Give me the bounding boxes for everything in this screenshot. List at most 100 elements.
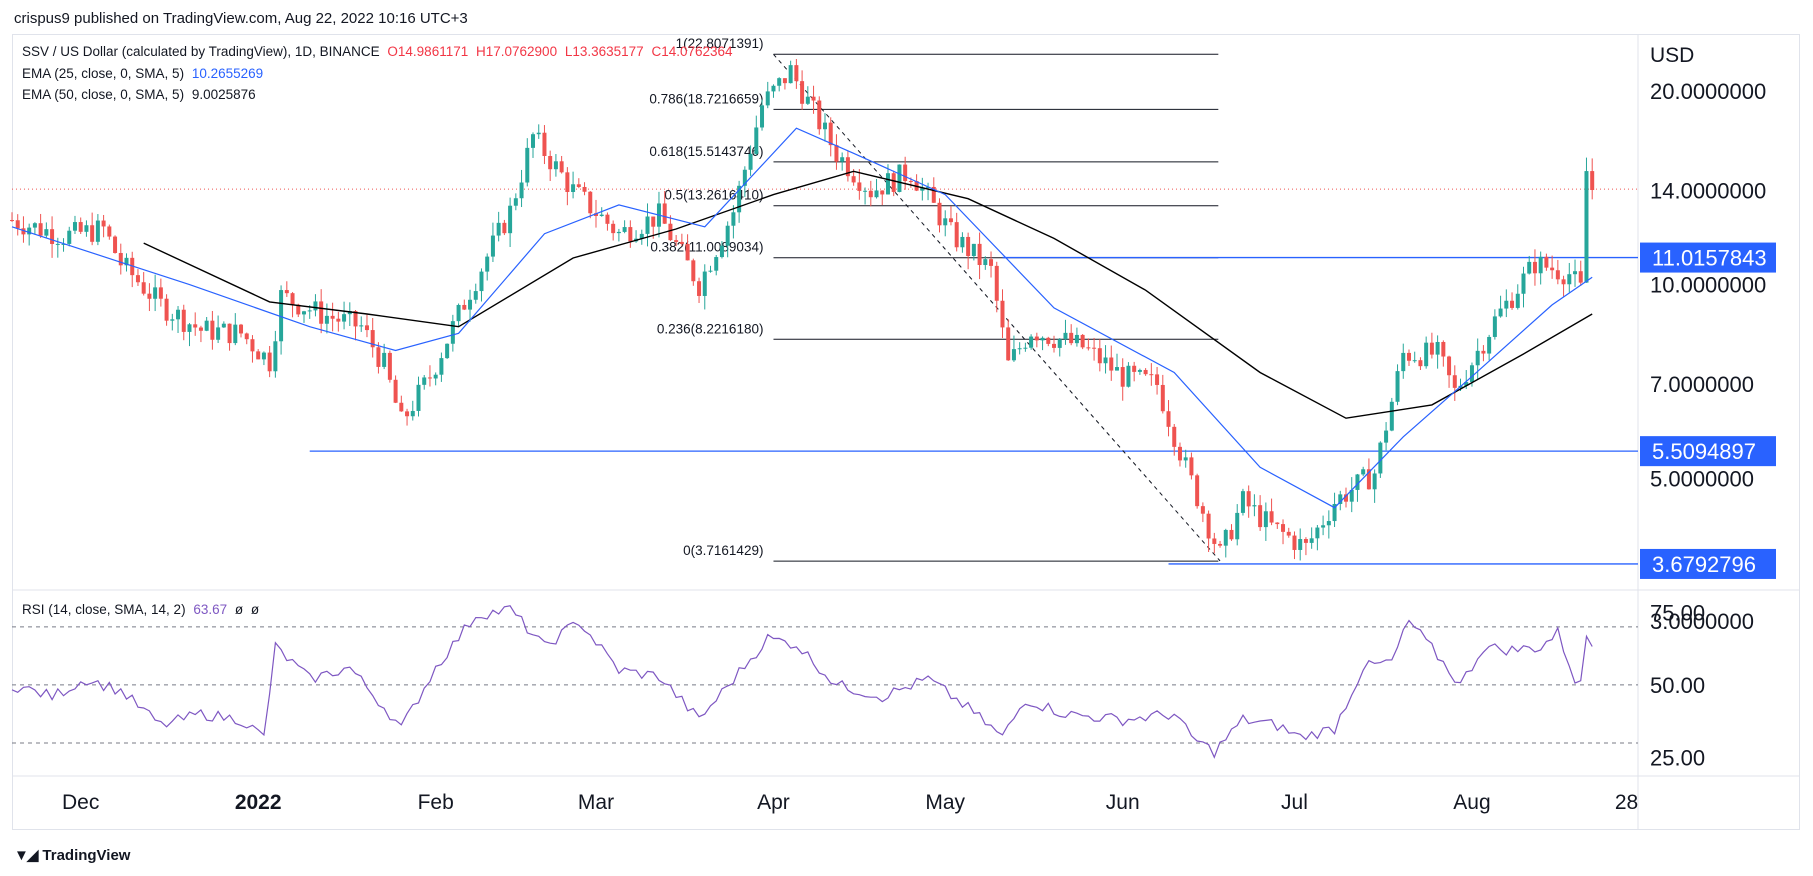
candle-body (748, 153, 753, 170)
candle-body (1447, 356, 1452, 376)
candle-body (1286, 531, 1291, 536)
candle-body (1498, 308, 1503, 317)
candle-body (565, 172, 570, 193)
candle-body (1086, 347, 1091, 349)
candle-body (1555, 270, 1560, 280)
candle-body (1384, 430, 1389, 443)
candle-body (204, 320, 209, 331)
candle-body (124, 257, 129, 266)
time-axis-label: Jul (1281, 791, 1308, 814)
candle-body (364, 325, 369, 331)
candle-body (55, 243, 60, 245)
candle-body (1584, 171, 1589, 283)
fib-level-label: 0(3.7161429) (683, 543, 763, 558)
hline-price-tag: 5.5094897 (1640, 436, 1776, 467)
candle-body (880, 190, 885, 195)
legend-ema50-row: EMA (50, close, 0, SMA, 5) 9.0025876 (22, 87, 256, 102)
candle-body (1189, 457, 1194, 476)
rsi-axis-label: 25.00 (1650, 745, 1705, 770)
candle-body (811, 96, 816, 101)
candle-body (15, 220, 20, 229)
candle-body (118, 252, 123, 266)
tradingview-logo[interactable]: ▼◢ TradingView (14, 846, 131, 865)
legend-ema50-label: EMA (50, close, 0, SMA, 5) (22, 87, 185, 102)
candle-body (78, 222, 83, 232)
candle-body (937, 202, 942, 226)
candle-body (347, 311, 352, 315)
candle-body (697, 281, 702, 296)
tradingview-logo-text: TradingView (42, 846, 131, 864)
candle-body (399, 402, 404, 412)
candle-body (1532, 261, 1537, 274)
hline-price-tag-bg (1640, 548, 1776, 579)
candle-body (931, 186, 936, 203)
candle-body (616, 231, 621, 234)
candle-body (1567, 274, 1572, 285)
candle-body (387, 352, 392, 380)
candle-body (834, 145, 839, 162)
candle-body (1046, 337, 1051, 344)
candle-body (1177, 446, 1182, 461)
candle-body (525, 147, 530, 183)
candle-body (187, 324, 192, 332)
candle-body (107, 226, 112, 237)
candle-body (342, 314, 347, 322)
candle-body (1195, 475, 1200, 507)
fib-level-label: 0.382(11.0089034) (650, 240, 763, 255)
candle-body (95, 220, 100, 242)
candle-body (1023, 347, 1028, 349)
candle-body (1281, 524, 1286, 532)
candle-body (376, 347, 381, 367)
candle-body (1469, 365, 1474, 382)
candle-body (1097, 348, 1102, 364)
candle-body (181, 309, 186, 332)
legend-symbol-row: SSV / US Dollar (calculated by TradingVi… (22, 44, 733, 59)
hline-price-tag: 11.0157843 (1640, 242, 1776, 273)
candle-body (628, 227, 633, 242)
candle-body (708, 270, 713, 272)
candle-body (496, 222, 501, 236)
candle-body (731, 212, 736, 226)
legend-rsi-label: RSI (14, close, SMA, 14, 2) (22, 602, 186, 617)
candle-body (559, 161, 564, 173)
candle-body (788, 65, 793, 84)
legend-rsi-row: RSI (14, close, SMA, 14, 2) 63.67 ø ø (22, 602, 259, 617)
candle-body (977, 243, 982, 266)
candle-body (1252, 505, 1257, 507)
candle-body (891, 173, 896, 192)
chart-frame (12, 34, 1800, 830)
candle-body (1418, 360, 1423, 367)
candle-body (456, 304, 461, 322)
candle-body (588, 191, 593, 214)
candle-body (1275, 522, 1280, 525)
candle-body (897, 164, 902, 192)
candle-body (1378, 442, 1383, 474)
candle-body (857, 182, 862, 191)
candle-body (1590, 171, 1595, 191)
candle-body (1389, 401, 1394, 431)
candle-body (765, 91, 770, 106)
candle-body (1149, 374, 1154, 376)
time-axis-label: Aug (1453, 791, 1490, 814)
candle-body (691, 260, 696, 282)
candle-body (90, 225, 95, 242)
candle-body (760, 105, 765, 128)
candle-body (868, 190, 873, 198)
hline-price-tag-bg (1640, 436, 1776, 467)
candle-body (1578, 271, 1583, 283)
candle-body (1492, 316, 1497, 337)
candle-body (1292, 535, 1297, 550)
candle-body (38, 223, 43, 236)
candle-body (1487, 336, 1492, 354)
candle-body (1240, 491, 1245, 513)
candle-body (267, 352, 272, 372)
candle-body (410, 410, 415, 417)
candle-body (490, 235, 495, 257)
candle-body (989, 259, 994, 266)
legend-symbol: SSV / US Dollar (calculated by TradingVi… (22, 44, 380, 59)
candle-body (170, 319, 175, 321)
candle-body (176, 309, 181, 320)
candle-body (771, 85, 776, 92)
candle-body (502, 222, 507, 234)
